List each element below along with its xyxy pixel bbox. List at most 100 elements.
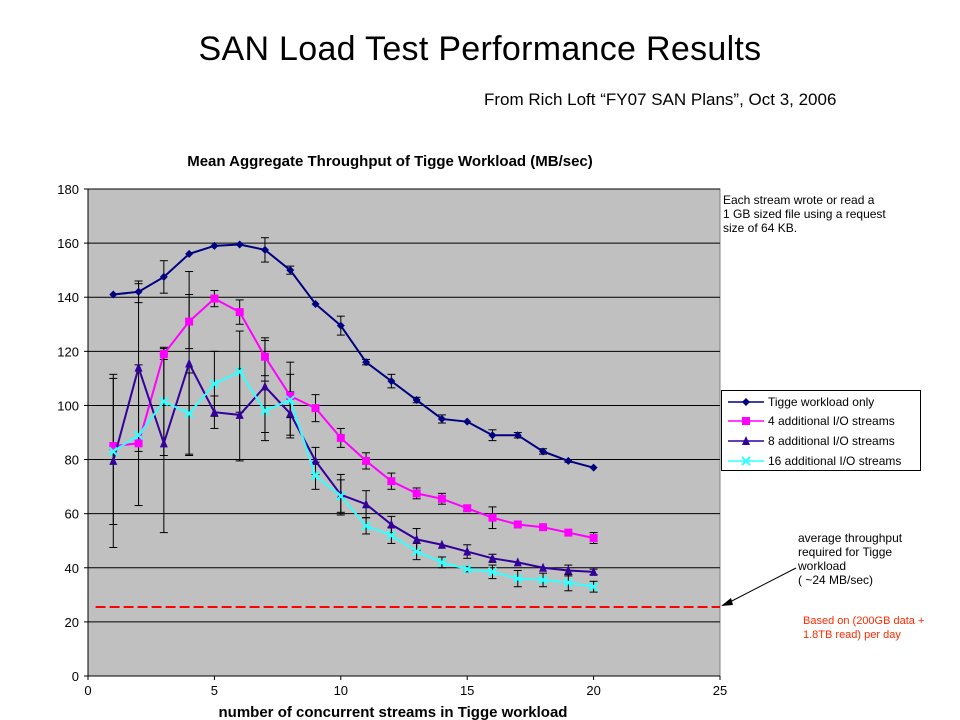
x-tick-label: 5 <box>211 683 218 698</box>
basis-note: Based on (200GB data + 1.8TB read) per d… <box>803 614 924 642</box>
x-tick-label: 20 <box>586 683 600 698</box>
data-point <box>108 446 119 457</box>
x-tick-label: 15 <box>460 683 474 698</box>
data-point <box>462 564 472 574</box>
data-point <box>488 513 497 522</box>
data-point <box>563 577 574 588</box>
data-point <box>134 287 143 296</box>
data-point <box>362 358 371 367</box>
data-point <box>184 408 194 419</box>
legend-item-tigge-only: Tigge workload only <box>722 394 920 410</box>
data-point <box>513 557 522 567</box>
legend-item-plus8: 8 additional I/O streams <box>722 433 920 449</box>
x-marker-icon <box>728 456 764 466</box>
avg-note-line: required for Tigge <box>798 545 893 559</box>
avg-note-line: ( ~24 MB/sec) <box>798 573 874 587</box>
y-tick-label: 60 <box>65 507 79 522</box>
y-tick-label: 0 <box>72 669 79 684</box>
data-point <box>387 377 396 386</box>
legend-label: 16 additional I/O streams <box>768 454 902 468</box>
data-point <box>412 396 421 405</box>
data-point <box>134 362 143 372</box>
x-tick-label: 10 <box>334 683 348 698</box>
data-point <box>209 379 220 389</box>
stream-note-line: Each stream wrote or read a <box>723 193 875 207</box>
series-layer <box>108 240 599 592</box>
data-point <box>185 358 194 368</box>
data-point <box>109 455 118 465</box>
data-point <box>210 407 219 417</box>
data-point <box>588 581 599 592</box>
annotation-arrowhead <box>721 598 733 606</box>
y-tick-label: 40 <box>65 561 79 576</box>
data-point <box>589 534 598 543</box>
legend-label: Tigge workload only <box>768 395 875 409</box>
data-point <box>387 519 396 529</box>
data-point <box>564 456 573 465</box>
plot-area <box>87 188 721 677</box>
y-tick-label: 20 <box>65 615 79 630</box>
data-point <box>185 317 194 326</box>
axis-layer: 0 20 40 60 80 100 120 140 160 180 0 5 10 15 20 25 <box>57 182 727 698</box>
series-line-2 <box>112 360 594 573</box>
data-point <box>589 463 598 472</box>
data-point <box>589 566 598 576</box>
data-point <box>437 557 447 568</box>
diamond-marker-icon <box>728 398 764 406</box>
y-tick-label: 180 <box>57 182 79 197</box>
data-point <box>539 447 548 456</box>
data-point <box>260 245 269 254</box>
y-tick-label: 120 <box>57 344 79 359</box>
data-point <box>311 455 320 465</box>
y-tick-label: 100 <box>57 398 79 413</box>
square-marker-icon <box>728 417 764 425</box>
data-point <box>463 417 472 426</box>
series-line-3 <box>112 370 594 588</box>
legend-item-plus16: 16 additional I/O streams <box>722 453 920 469</box>
data-point <box>564 528 573 537</box>
stream-note: Each stream wrote or read a 1 GB sized f… <box>723 193 886 235</box>
data-point <box>286 408 295 418</box>
data-point <box>134 439 143 448</box>
data-point <box>260 406 270 416</box>
data-point <box>210 294 219 303</box>
page-subtitle: From Rich Loft “FY07 SAN Plans”, Oct 3, … <box>484 90 837 109</box>
y-tick-label: 80 <box>65 453 79 468</box>
series-line-1 <box>113 297 594 539</box>
average-throughput-note: average throughput required for Tigge wo… <box>798 531 902 587</box>
data-point <box>387 477 396 486</box>
data-point <box>159 438 168 448</box>
legend-label: 8 additional I/O streams <box>768 434 895 448</box>
data-point <box>336 491 346 501</box>
data-point <box>463 504 472 513</box>
data-point <box>488 553 497 563</box>
data-point <box>513 520 522 529</box>
basis-note-line: 1.8TB read) per day <box>803 629 901 641</box>
x-axis-label: number of concurrent streams in Tigge wo… <box>219 704 568 720</box>
data-point <box>260 352 269 361</box>
data-point <box>185 249 194 258</box>
data-point <box>362 499 371 509</box>
data-point <box>538 575 548 585</box>
data-point <box>235 308 244 317</box>
data-point <box>109 442 118 451</box>
data-point <box>412 534 421 544</box>
data-point <box>336 433 345 442</box>
data-point <box>539 523 548 532</box>
data-point <box>362 456 371 465</box>
data-point <box>412 489 421 498</box>
data-point <box>159 350 168 359</box>
data-point <box>437 414 446 423</box>
grid-layer <box>88 188 720 623</box>
data-point <box>512 573 523 584</box>
basis-note-line: Based on (200GB data + <box>803 615 925 627</box>
x-tick-label: 25 <box>713 683 727 698</box>
legend-label: 4 additional I/O streams <box>768 414 895 428</box>
y-tick-label: 140 <box>57 290 79 305</box>
page-title: SAN Load Test Performance Results <box>198 30 762 68</box>
data-point <box>235 240 244 249</box>
x-tick-label: 0 <box>84 683 91 698</box>
data-point <box>286 391 295 400</box>
annotation-arrow <box>725 567 797 605</box>
